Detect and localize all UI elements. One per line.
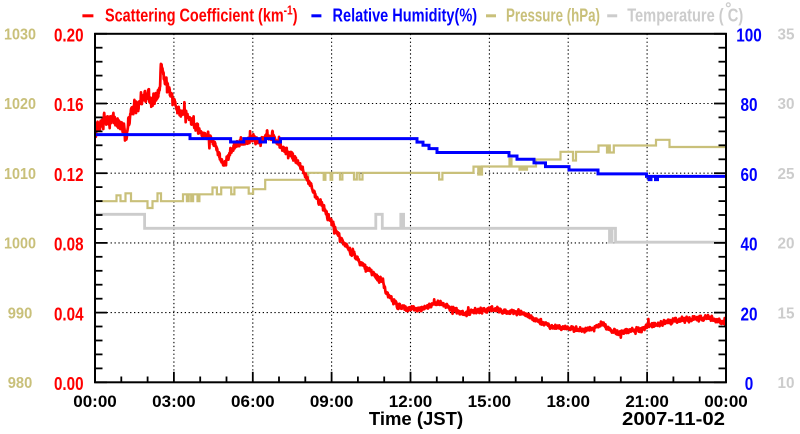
svg-text:0.08: 0.08 — [54, 234, 84, 255]
svg-text:0.04: 0.04 — [54, 303, 84, 324]
svg-text:1000: 1000 — [4, 236, 36, 253]
svg-text:1030: 1030 — [4, 27, 36, 44]
svg-text:60: 60 — [741, 164, 758, 185]
svg-text:0.20: 0.20 — [54, 25, 84, 46]
svg-text:00:00: 00:00 — [704, 392, 747, 411]
svg-text:Time (JST): Time (JST) — [369, 408, 463, 429]
svg-text:0: 0 — [745, 373, 754, 394]
svg-text:12:00: 12:00 — [389, 392, 432, 411]
svg-text:10: 10 — [778, 375, 795, 392]
svg-text:03:00: 03:00 — [152, 392, 195, 411]
svg-text:20: 20 — [741, 303, 758, 324]
svg-text:40: 40 — [741, 234, 758, 255]
svg-text:25: 25 — [778, 166, 795, 183]
svg-text:Relative Humidity(%): Relative Humidity(%) — [333, 5, 478, 26]
svg-text:980: 980 — [8, 375, 33, 392]
svg-text:2007-11-02: 2007-11-02 — [622, 408, 725, 429]
svg-text:30: 30 — [778, 96, 795, 113]
svg-text:18:00: 18:00 — [546, 392, 589, 411]
svg-text:0.12: 0.12 — [54, 164, 84, 185]
svg-text:0.16: 0.16 — [54, 94, 84, 115]
svg-text:80: 80 — [741, 94, 758, 115]
svg-text:0.00: 0.00 — [54, 373, 84, 394]
svg-text:1010: 1010 — [4, 166, 36, 183]
svg-text:Temperature ( C): Temperature ( C) — [627, 5, 743, 26]
svg-text:15:00: 15:00 — [468, 392, 511, 411]
svg-text:06:00: 06:00 — [231, 392, 274, 411]
svg-text:35: 35 — [778, 27, 795, 44]
svg-text:20: 20 — [778, 236, 795, 253]
svg-text:15: 15 — [778, 305, 795, 322]
svg-text:990: 990 — [8, 305, 33, 322]
svg-text:100: 100 — [736, 25, 762, 46]
svg-text:1020: 1020 — [4, 96, 36, 113]
svg-text:Scattering Coefficient (km-1): Scattering Coefficient (km-1) — [105, 3, 298, 26]
svg-text:09:00: 09:00 — [310, 392, 353, 411]
svg-text:21:00: 21:00 — [625, 392, 668, 411]
svg-text:00:00: 00:00 — [73, 392, 116, 411]
svg-text:Pressure (hPa): Pressure (hPa) — [506, 5, 600, 26]
